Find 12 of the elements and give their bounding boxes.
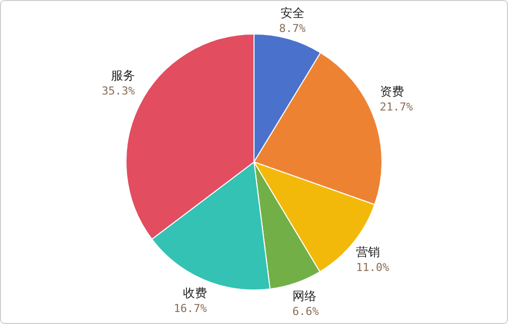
data-label: 16.7% [174,302,208,315]
data-label: 6.6% [292,305,320,318]
slice-label: 服务 [110,68,135,83]
slice-label: 收费 [182,286,207,300]
data-label: 21.7% [380,100,414,114]
data-label: 8.7% [279,22,306,35]
slice-label: 网络 [292,289,316,304]
data-label: 11.0% [356,260,390,274]
slice-label: 安全 [280,6,304,20]
slice-label: 营销 [356,244,380,259]
data-label: 35.3% [102,84,136,98]
slice-label: 资费 [380,84,404,98]
